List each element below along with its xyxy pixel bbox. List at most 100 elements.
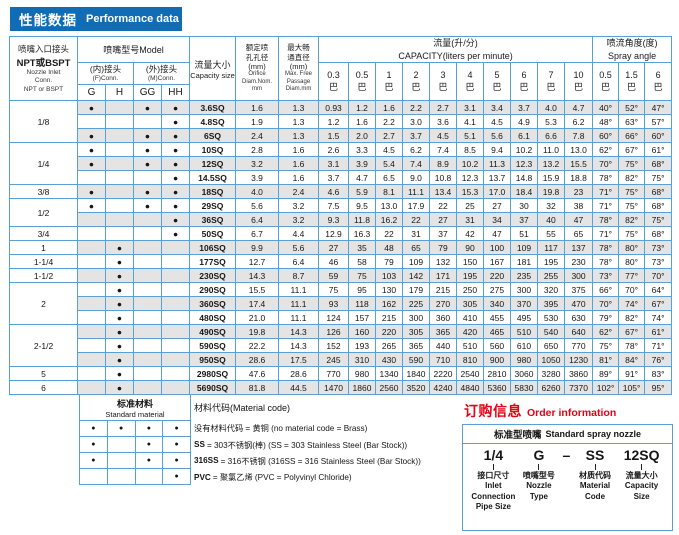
capacity-value-cell: 245 <box>318 352 350 367</box>
capacity-value-cell: 225 <box>402 296 431 311</box>
capacity-value-cell: 5830 <box>510 380 539 395</box>
capacity-value-cell: 65 <box>564 226 594 241</box>
capacity-value-cell: 3060 <box>510 366 539 381</box>
capacity-value-cell: 27 <box>483 198 512 213</box>
page-title: 性能数据 Performance data <box>10 7 182 31</box>
order-code-value: 12SQ <box>623 447 660 463</box>
model-availability-dot-cell <box>105 128 134 143</box>
order-code-labels: 材质代码 Material Code <box>579 471 612 501</box>
spray-angle-cell: 74° <box>618 296 646 311</box>
spray-angle-cell: 47° <box>644 100 673 115</box>
pressure-header-cell: 6 巴 <box>510 62 539 101</box>
capacity-value-cell: 8.9 <box>429 156 458 171</box>
free-passage-cell: 14.3 <box>278 324 320 339</box>
capacity-value-cell: 79 <box>429 240 458 255</box>
spray-angle-cell: 89° <box>592 366 620 381</box>
model-availability-dot-cell: ● <box>133 128 162 143</box>
capacity-value-cell: 770 <box>564 338 594 353</box>
order-code-labels: 接口尺寸 Inlet Connection Pipe Size <box>471 471 516 512</box>
capacity-size-cell: 6SQ <box>189 128 237 143</box>
capacity-value-cell: 310 <box>348 352 377 367</box>
capacity-value-cell: 13.2 <box>537 156 566 171</box>
spray-angle-cell: 76° <box>644 352 673 367</box>
capacity-value-cell: 370 <box>510 296 539 311</box>
capacity-value-cell: 27 <box>318 240 350 255</box>
spray-angle-cell: 80° <box>618 240 646 255</box>
model-availability-dot-cell <box>160 324 191 339</box>
order-code-tick <box>538 464 540 470</box>
capacity-value-cell: 255 <box>537 268 566 283</box>
capacity-value-cell: 8.1 <box>375 184 404 199</box>
model-availability-dot-cell <box>160 268 191 283</box>
material-dot-cell <box>106 436 136 453</box>
material-dot-cell: ● <box>134 420 164 437</box>
model-availability-dot-cell <box>105 198 134 213</box>
capacity-value-cell: 18.8 <box>564 170 594 185</box>
free-passage-cell: 3.2 <box>278 198 320 213</box>
spray-angle-cell: 75° <box>618 198 646 213</box>
model-availability-dot-cell <box>77 226 106 241</box>
header-nozzle-inlet-en: Nozzle Inlet Conn. NPT or BSPT <box>23 69 64 93</box>
model-availability-dot-cell <box>133 226 162 241</box>
capacity-value-cell: 10.2 <box>510 142 539 157</box>
capacity-value-cell: 7.4 <box>429 142 458 157</box>
capacity-value-cell: 275 <box>483 282 512 297</box>
capacity-value-cell: 6.2 <box>402 142 431 157</box>
orifice-diameter-cell: 15.5 <box>235 282 280 297</box>
model-availability-dot-cell <box>133 366 162 381</box>
capacity-value-cell: 220 <box>375 324 404 339</box>
capacity-value-cell: 2.7 <box>375 128 404 143</box>
performance-table: 喷嘴入口接头 NPT或BSPT Nozzle Inlet Conn. NPT o… <box>9 36 673 395</box>
free-passage-cell: 2.4 <box>278 184 320 199</box>
pressure-header-cell: 7 巴 <box>537 62 566 101</box>
inlet-size-cell: 1-1/2 <box>9 268 78 283</box>
model-availability-dot-cell <box>133 254 162 269</box>
orifice-diameter-cell: 12.7 <box>235 254 280 269</box>
capacity-value-cell: 2.0 <box>348 128 377 143</box>
model-availability-dot-cell: ● <box>133 100 162 115</box>
spray-angle-cell: 68° <box>644 198 673 213</box>
model-availability-dot-cell: ● <box>160 198 191 213</box>
capacity-value-cell: 1.2 <box>348 100 377 115</box>
material-legend-text: = 聚氯乙烯 (PVC = Polyvinyl Chloride) <box>212 473 352 483</box>
free-passage-cell: 11.1 <box>278 296 320 311</box>
capacity-value-cell: 220 <box>483 268 512 283</box>
free-passage-cell: 3.2 <box>278 212 320 227</box>
spray-angle-cell: 62° <box>592 142 620 157</box>
inlet-size-cell: 3/4 <box>9 226 78 241</box>
material-legend-line: PVC = 聚氯乙烯 (PVC = Polyvinyl Chloride) <box>194 469 462 485</box>
model-availability-dot-cell <box>133 212 162 227</box>
model-availability-dot-cell <box>77 380 106 395</box>
capacity-value-cell: 215 <box>429 282 458 297</box>
header-male-conn-en: (M)Conn. <box>147 74 176 82</box>
capacity-value-cell: 132 <box>429 254 458 269</box>
capacity-value-cell: 7370 <box>564 380 594 395</box>
model-availability-dot-cell: ● <box>77 156 106 171</box>
free-passage-cell: 1.3 <box>278 100 320 115</box>
capacity-value-cell: 181 <box>510 254 539 269</box>
model-availability-dot-cell: ● <box>77 128 106 143</box>
capacity-value-cell: 22 <box>429 198 458 213</box>
capacity-value-cell: 9.4 <box>483 142 512 157</box>
capacity-value-cell: 7.8 <box>564 128 594 143</box>
capacity-value-cell: 15.5 <box>564 156 594 171</box>
capacity-value-cell: 16.3 <box>348 226 377 241</box>
pressure-header-cell: 4 巴 <box>456 62 485 101</box>
capacity-size-cell: 590SQ <box>189 338 237 353</box>
capacity-value-cell: 300 <box>564 268 594 283</box>
capacity-value-cell: 171 <box>429 268 458 283</box>
capacity-value-cell: 31 <box>402 226 431 241</box>
order-code-value: 1/4 <box>483 447 504 463</box>
spray-angle-cell: 68° <box>644 226 673 241</box>
capacity-value-cell: 42 <box>456 226 485 241</box>
order-code-labels: 流量大小 Capacity Size <box>624 471 659 501</box>
order-title-zh: 订购信息 <box>464 403 522 419</box>
capacity-value-cell: 770 <box>318 366 350 381</box>
capacity-value-cell: 3520 <box>402 380 431 395</box>
capacity-value-cell: 3.0 <box>402 114 431 129</box>
orifice-diameter-cell: 47.6 <box>235 366 280 381</box>
capacity-size-cell: 14.5SQ <box>189 170 237 185</box>
capacity-value-cell: 230 <box>564 254 594 269</box>
inlet-size-cell: 2 <box>9 282 78 325</box>
capacity-size-cell: 10SQ <box>189 142 237 157</box>
